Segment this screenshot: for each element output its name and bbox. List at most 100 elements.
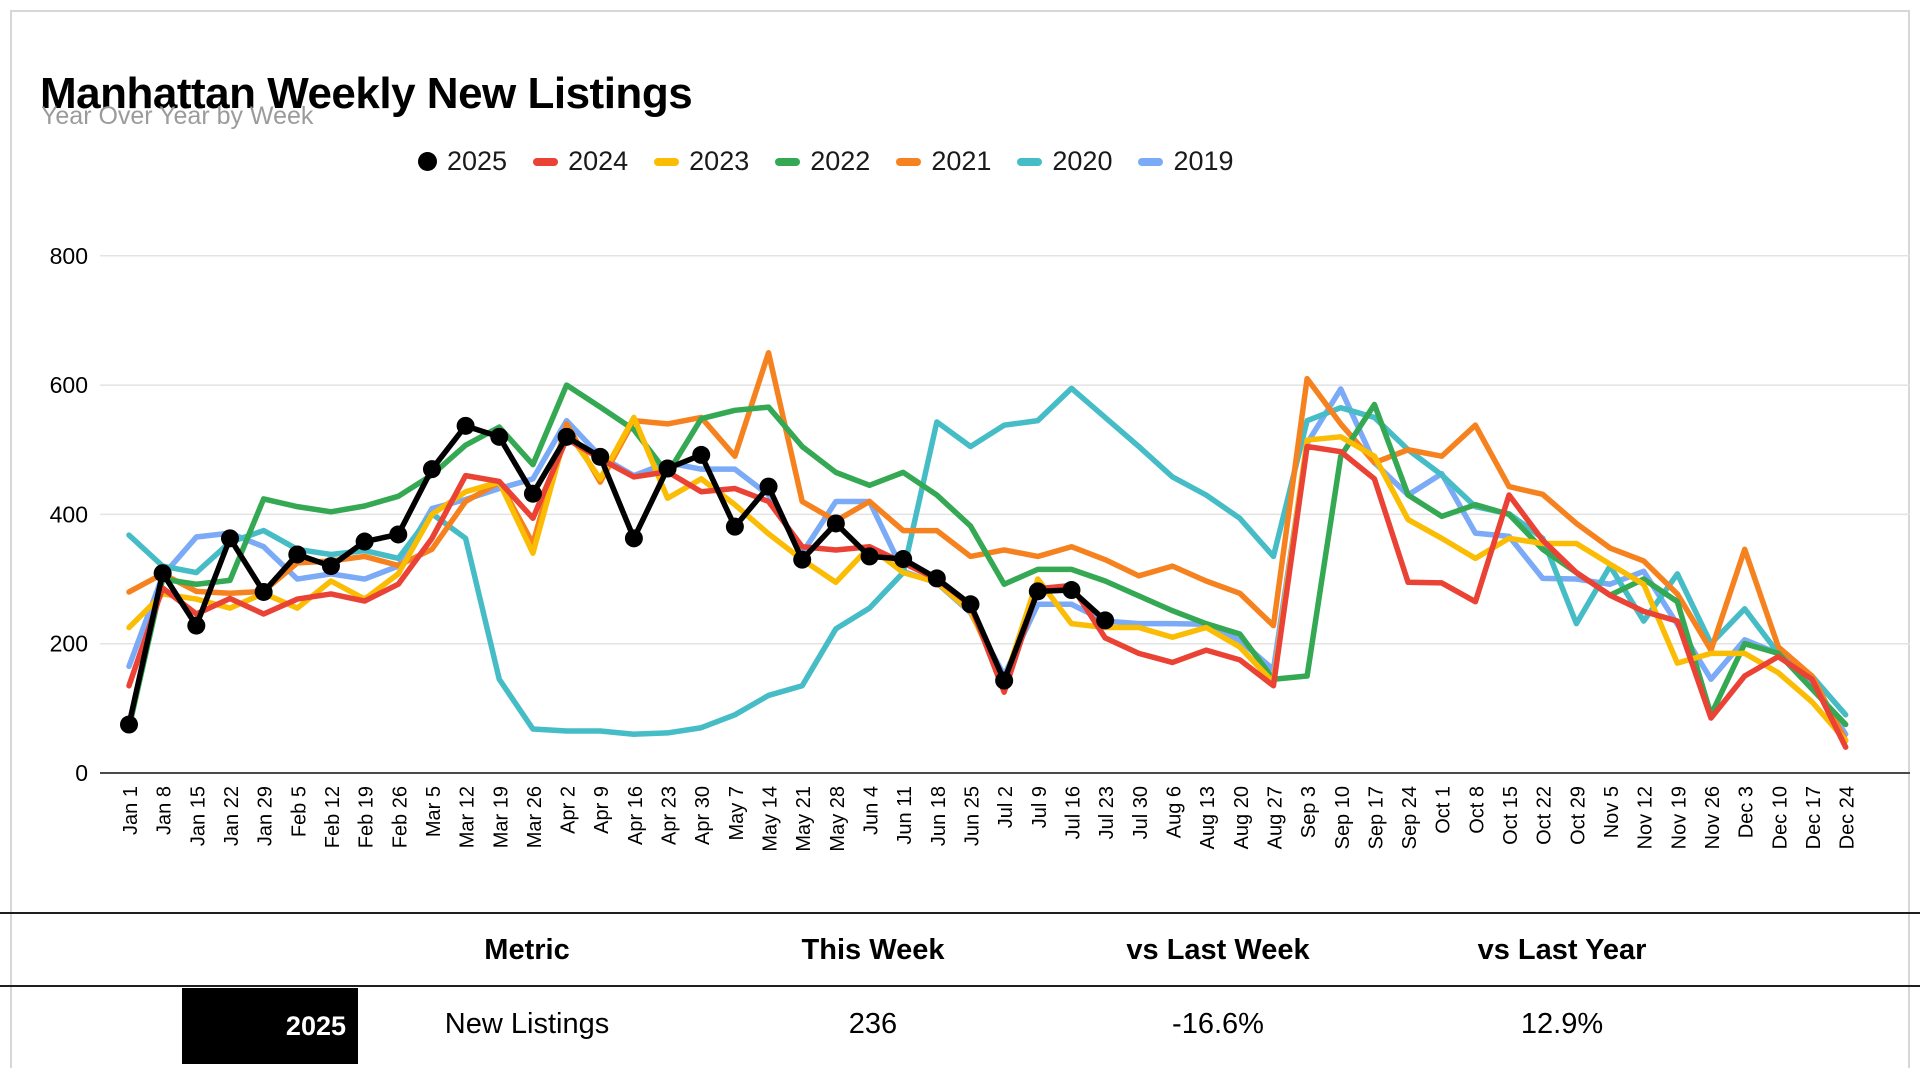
legend-item-2019: 2019 <box>1138 146 1234 177</box>
x-tick-label-Jan-22: Jan 22 <box>221 786 243 846</box>
x-tick-label-May-21: May 21 <box>793 786 815 852</box>
table-header-vs-last-year: vs Last Year <box>1477 934 1647 966</box>
x-tick-label-Sep-10: Sep 10 <box>1332 786 1354 849</box>
x-tick-label-Mar-26: Mar 26 <box>524 786 546 848</box>
x-tick-label-Jan-1: Jan 1 <box>120 786 142 835</box>
x-tick-label-Mar-12: Mar 12 <box>457 786 479 848</box>
x-tick-label-Jul-16: Jul 16 <box>1062 786 1084 839</box>
x-tick-label-Apr-23: Apr 23 <box>659 786 681 845</box>
legend-label: 2025 <box>447 146 508 176</box>
legend-item-2023: 2023 <box>654 146 749 177</box>
x-tick-label-Nov-5: Nov 5 <box>1601 786 1623 838</box>
x-tick-label-Mar-5: Mar 5 <box>423 786 445 837</box>
legend-label: 2019 <box>1173 146 1234 176</box>
x-tick-label-Dec-17: Dec 17 <box>1803 786 1825 849</box>
x-tick-label-Aug-6: Aug 6 <box>1163 786 1185 838</box>
series-point-2025 <box>490 427 509 446</box>
table-cell-metric: New Listings <box>444 1008 610 1040</box>
x-tick-label-Feb-19: Feb 19 <box>356 786 378 848</box>
legend-item-2022: 2022 <box>775 146 870 177</box>
series-point-2025 <box>456 416 475 435</box>
chart-legend: 2025 2024 2023 2022 2021 2020 2019 <box>418 146 1234 177</box>
x-tick-label-Jun-25: Jun 25 <box>962 786 984 846</box>
x-tick-label-Jun-11: Jun 11 <box>894 786 916 845</box>
x-tick-label-Apr-2: Apr 2 <box>558 786 580 834</box>
x-tick-label-Jul-23: Jul 23 <box>1096 786 1118 839</box>
x-tick-label-Jun-18: Jun 18 <box>928 786 950 846</box>
chart-title: Manhattan Weekly New Listings <box>40 69 693 119</box>
series-point-2025 <box>321 557 340 576</box>
legend-item-2025: 2025 <box>418 146 507 177</box>
x-tick-label-Oct-29: Oct 29 <box>1567 786 1589 845</box>
x-tick-label-Nov-26: Nov 26 <box>1702 786 1724 849</box>
x-tick-label-May-14: May 14 <box>760 786 782 852</box>
series-point-2025 <box>793 550 812 569</box>
series-point-2025 <box>153 564 172 583</box>
series-point-2025 <box>826 514 845 533</box>
series-point-2025 <box>692 445 711 464</box>
series-point-2025 <box>658 459 677 478</box>
x-tick-label-Nov-12: Nov 12 <box>1635 786 1657 849</box>
x-tick-label-Oct-1: Oct 1 <box>1433 786 1455 834</box>
x-tick-label-Apr-9: Apr 9 <box>591 786 613 834</box>
x-tick-label-Feb-26: Feb 26 <box>389 786 411 848</box>
table-header-vs-last-week: vs Last Week <box>1126 934 1310 966</box>
series-point-2025 <box>1096 611 1115 630</box>
year-box-label: 2025 <box>285 1010 346 1041</box>
x-tick-label-Jan-8: Jan 8 <box>154 786 176 835</box>
x-tick-label-May-28: May 28 <box>827 786 849 852</box>
series-point-2025 <box>1062 581 1081 600</box>
series-line-2024 <box>126 436 1849 750</box>
series-point-2025 <box>725 517 744 536</box>
x-tick-label-Aug-27: Aug 27 <box>1264 786 1286 849</box>
legend-item-2020: 2020 <box>1017 146 1112 177</box>
x-tick-label-Oct-8: Oct 8 <box>1466 786 1488 834</box>
y-tick-label-0: 0 <box>75 760 88 786</box>
x-tick-label-Jan-29: Jan 29 <box>255 786 277 846</box>
legend-marker-2023 <box>654 157 680 166</box>
series-line-2021 <box>126 350 1849 744</box>
series-point-2025 <box>927 569 946 588</box>
series-point-2025 <box>120 715 138 734</box>
legend-label: 2024 <box>568 146 629 176</box>
legend-marker-2019 <box>1138 157 1164 166</box>
legend-marker-2022 <box>775 157 801 166</box>
legend-marker-2021 <box>896 157 922 166</box>
series-point-2025 <box>961 595 980 614</box>
legend-marker-2025 <box>418 152 437 171</box>
series-point-2025 <box>389 525 408 544</box>
x-tick-label-Jan-15: Jan 15 <box>187 786 209 846</box>
series-point-2025 <box>187 616 206 635</box>
x-tick-label-Apr-16: Apr 16 <box>625 786 647 845</box>
table-cell-vs-last-year: 12.9% <box>1520 1008 1604 1040</box>
legend-label: 2021 <box>931 146 992 176</box>
series-line-2022 <box>126 382 1849 731</box>
series-point-2025 <box>860 547 879 566</box>
series-point-2025 <box>894 550 913 569</box>
x-tick-label-Feb-5: Feb 5 <box>288 786 310 837</box>
series-point-2025 <box>1028 582 1047 601</box>
x-tick-label-Dec-24: Dec 24 <box>1837 786 1859 849</box>
y-tick-label-400: 400 <box>50 501 88 527</box>
x-tick-label-Apr-30: Apr 30 <box>692 786 714 845</box>
summary-table: Metric This Week vs Last Week vs Last Ye… <box>0 912 1920 1066</box>
legend-marker-2020 <box>1017 157 1043 166</box>
table-cell-this-week: 236 <box>848 1008 898 1040</box>
series-point-2025 <box>220 529 239 548</box>
chart-subtitle: Year Over Year by Week <box>41 102 314 130</box>
x-tick-label-Sep-3: Sep 3 <box>1298 786 1320 838</box>
table-header-rule <box>0 985 1920 987</box>
y-tick-label-800: 800 <box>50 243 88 269</box>
table-top-rule <box>0 912 1920 914</box>
series-point-2025 <box>759 477 778 496</box>
y-tick-label-200: 200 <box>50 631 88 657</box>
year-box: 2025 <box>182 988 358 1064</box>
series-point-2025 <box>523 484 542 503</box>
legend-label: 2022 <box>810 146 871 176</box>
series-point-2025 <box>254 582 273 601</box>
x-tick-label-May-7: May 7 <box>726 786 748 840</box>
x-tick-label-Dec-3: Dec 3 <box>1736 786 1758 838</box>
x-tick-label-Aug-20: Aug 20 <box>1231 786 1253 849</box>
legend-item-2021: 2021 <box>896 146 991 177</box>
x-tick-label-Jun-4: Jun 4 <box>861 786 883 835</box>
